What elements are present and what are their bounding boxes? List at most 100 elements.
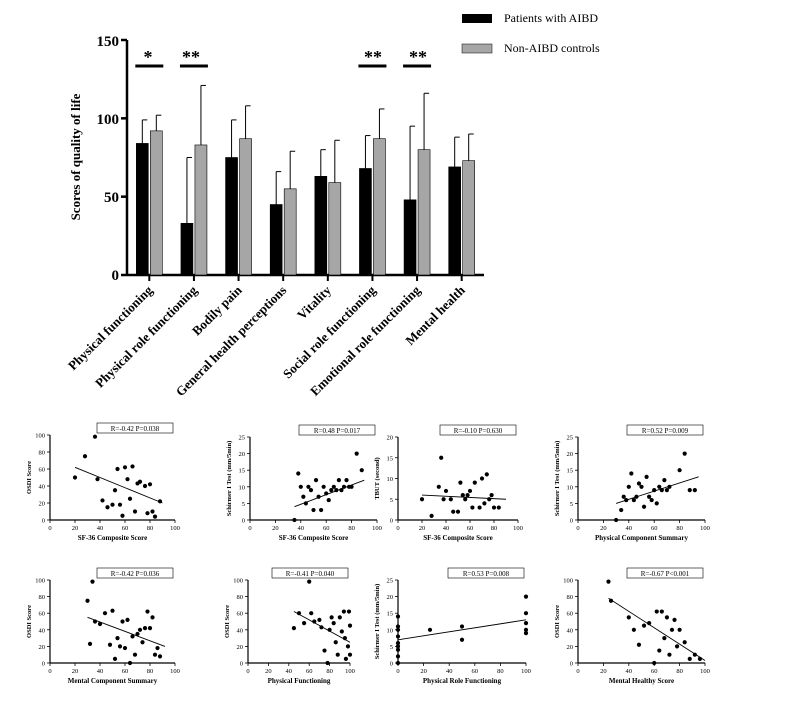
data-point-4-0 [614, 517, 619, 523]
data-point-3-7 [451, 509, 456, 514]
x-tick-label-4-5: 100 [700, 525, 710, 532]
bar-patients-with-aibd-social-role-functioning [359, 168, 372, 276]
data-point-2-13 [326, 497, 331, 503]
scatter-panel-3: R=-0.10 P=0.630 0 5 10 15 20 0 20 40 60 80 100 SF-36… [374, 424, 523, 542]
data-point-8-7 [652, 660, 657, 666]
bar-patients-with-aibd-mental-health [448, 166, 461, 276]
y-axis-title-7: Schirmer I Test (mm/5min) [374, 584, 381, 660]
legend-swatch-patients [462, 14, 492, 23]
x-axis-title-5: Mental Component Summary [68, 677, 158, 685]
y-axis-title-2: Schirmer I Test (mm/5min) [226, 441, 233, 517]
data-point-4-19 [664, 488, 670, 493]
data-point-6-23 [347, 652, 353, 657]
data-point-8-17 [677, 627, 682, 632]
y-axis-title-4: Schirmer I Test (mm/5min) [554, 441, 561, 517]
x-tick-label-6-1: 20 [265, 668, 272, 675]
x-tick-label-2-5: 100 [372, 525, 382, 532]
y-axis-title-3: TBUT (second) [374, 457, 381, 499]
data-point-1-18 [142, 483, 148, 489]
x-tick-label-7-2: 40 [446, 668, 453, 675]
y-tick-label-3-0: 0 [390, 518, 393, 525]
data-point-1-9 [117, 502, 123, 507]
x-tick-label-6-3: 60 [306, 668, 313, 675]
annotation-text-8: R=-0.67 P<0.001 [641, 570, 690, 578]
data-point-8-14 [669, 627, 675, 632]
data-point-1-14 [130, 464, 135, 469]
annotation-box-2 [298, 424, 376, 436]
data-point-2-16 [334, 488, 339, 493]
legend: Patients with AIBD Non-AIBD controls [461, 11, 600, 55]
data-point-7-11 [459, 624, 465, 629]
data-point-5-14 [127, 660, 133, 666]
data-point-8-12 [664, 615, 670, 620]
y-axis-title-1: OSDI Score [26, 461, 33, 494]
fit-line-7 [397, 619, 527, 641]
x-tick-label-1-5: 100 [170, 525, 180, 532]
data-point-4-20 [667, 484, 672, 489]
data-point-5-24 [152, 652, 158, 657]
annotation-box-3 [439, 424, 517, 436]
data-point-8-13 [667, 652, 672, 657]
scatter-panel-5: R=-0.42 P=0.036 0 20 40 60 80 100 0 20 40 60 80 100 M… [26, 567, 180, 685]
x-tick-label-8-0: 0 [576, 668, 579, 675]
data-point-3-12 [465, 493, 470, 498]
x-tick-label-4-0: 0 [576, 525, 579, 532]
data-point-7-13 [523, 627, 529, 632]
y-axis-title-5: OSDI Score [26, 605, 33, 638]
data-point-4-5 [629, 471, 634, 476]
annotation-box-5 [96, 567, 174, 579]
data-point-8-15 [672, 617, 677, 622]
data-point-2-1 [296, 471, 301, 476]
data-point-6-0 [291, 626, 296, 631]
y-tick-label-7-1: 5 [390, 644, 393, 651]
x-tick-label-2-3: 60 [323, 525, 330, 532]
data-point-6-19 [343, 656, 349, 661]
y-tick-label-8-2: 40 [567, 627, 574, 634]
y-tick-label-6-3: 60 [237, 611, 244, 618]
data-point-7-2 [395, 647, 401, 652]
x-axis-title-8: Mental Healthy Score [609, 677, 674, 685]
data-point-1-15 [132, 509, 138, 514]
y-tick-label-5-3: 60 [39, 611, 46, 618]
y-tick-label-1-4: 80 [39, 450, 46, 457]
bar-non-aibd-controls-physical-functioning [150, 130, 163, 276]
data-point-3-5 [443, 488, 449, 494]
data-point-6-17 [341, 609, 346, 614]
scatter-panel-2: R=0.48 P=0.017 0 5 10 15 20 25 0 20 40 60 80 100 SF-3… [226, 424, 382, 542]
annotation-box-6 [271, 567, 349, 579]
data-point-5-5 [102, 611, 108, 616]
data-point-4-23 [687, 488, 692, 493]
data-point-6-13 [333, 640, 338, 645]
data-point-6-10 [327, 627, 332, 632]
y-axis-title: Scores of quality of life [68, 93, 83, 220]
data-point-8-20 [692, 652, 697, 657]
data-point-2-22 [349, 484, 354, 489]
bar-patients-with-aibd-physical-role-functioning [180, 223, 194, 276]
data-point-8-0 [606, 579, 611, 584]
data-point-7-14 [523, 621, 529, 626]
data-point-3-21 [489, 493, 494, 498]
data-point-1-1 [82, 454, 88, 459]
y-tick-label-0: 0 [112, 268, 120, 284]
data-point-7-16 [523, 594, 529, 599]
x-tick-label-3-5: 100 [513, 525, 523, 532]
data-point-2-10 [319, 507, 324, 513]
y-tick-label-2-3: 15 [239, 468, 246, 475]
y-tick-label-8-4: 80 [567, 594, 574, 601]
annotation-text-7: R=0.53 P=0.008 [463, 570, 510, 578]
y-tick-label-50: 50 [104, 190, 119, 206]
data-point-6-16 [339, 629, 344, 634]
annotation-text-4: R=0.52 P=0.009 [642, 427, 689, 435]
significance-mark-social-role: ** [364, 47, 382, 67]
x-tick-label-vitality: Vitality [294, 282, 334, 322]
data-point-2-5 [306, 484, 311, 489]
data-point-4-15 [654, 501, 659, 506]
fit-line-5 [87, 616, 166, 647]
x-tick-label-6-4: 80 [326, 668, 333, 675]
scatter-panel-1: R=-0.42 P=0.038 0 20 40 60 80 100 0 20 40 60 80 100 S… [26, 422, 180, 542]
x-tick-label-3-3: 60 [467, 525, 474, 532]
data-point-2-20 [344, 478, 349, 483]
data-point-5-18 [137, 627, 143, 632]
